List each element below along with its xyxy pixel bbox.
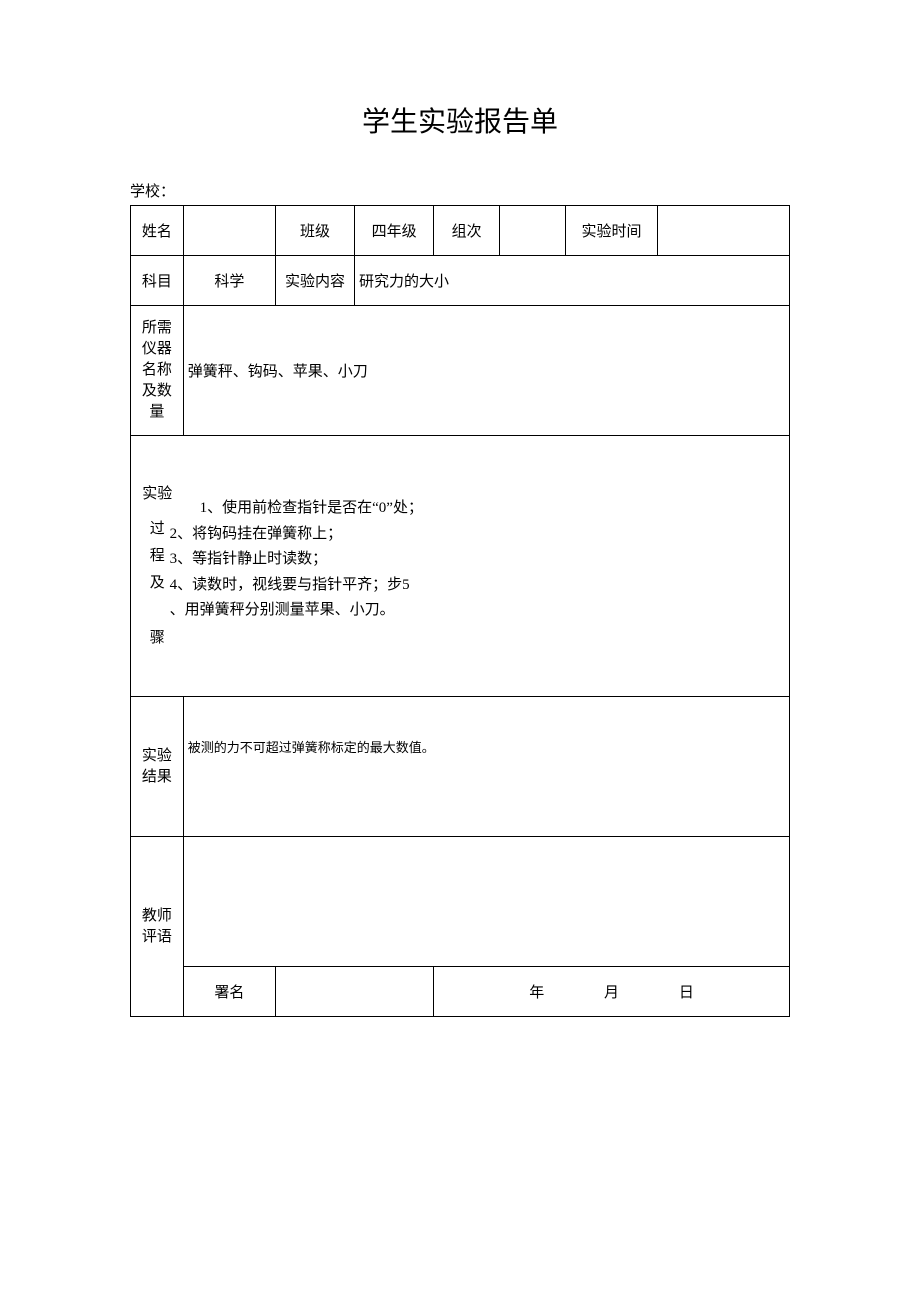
content-label: 实验内容 bbox=[275, 256, 354, 306]
procedure-line-2: 将钩码挂在弹簧称上； bbox=[192, 526, 342, 542]
procedure-label-3: 程 bbox=[150, 548, 165, 564]
page-title: 学生实验报告单 bbox=[130, 100, 790, 140]
signature-label: 署名 bbox=[183, 967, 275, 1017]
report-table: 姓名 班级 四年级 组次 实验时间 科目 科学 实验内容 研究力的大小 所需仪器… bbox=[130, 205, 790, 1017]
procedure-content: 1、使用前检查指针是否在“0”处； 2、将钩码挂在弹簧称上； 3、等指针静止时读… bbox=[184, 436, 789, 696]
date-day: 日 bbox=[679, 985, 694, 1001]
comment-label: 教师评语 bbox=[131, 837, 184, 1017]
result-label: 实验结果 bbox=[131, 697, 184, 837]
class-label: 班级 bbox=[275, 206, 354, 256]
time-value bbox=[658, 206, 790, 256]
procedure-prefix-4: 4、 bbox=[170, 577, 193, 593]
date-cell: 年 月 日 bbox=[434, 967, 790, 1017]
school-label: 学校： bbox=[130, 180, 790, 201]
procedure-label-4: 及 bbox=[150, 575, 165, 591]
date-year: 年 bbox=[529, 985, 544, 1001]
instruments-value: 弹簧秤、钩码、苹果、小刀 bbox=[183, 306, 789, 436]
procedure-line-5: 、用弹簧秤分别测量苹果、小刀。 bbox=[170, 602, 395, 618]
procedure-label-5: 骤 bbox=[150, 630, 165, 646]
instruments-label: 所需仪器名称及数量 bbox=[131, 306, 184, 436]
subject-label: 科目 bbox=[131, 256, 184, 306]
group-label: 组次 bbox=[434, 206, 500, 256]
name-value bbox=[183, 206, 275, 256]
result-value: 被测的力不可超过弹簧称标定的最大数值。 bbox=[183, 697, 789, 837]
table-row-instruments: 所需仪器名称及数量 弹簧秤、钩码、苹果、小刀 bbox=[131, 306, 790, 436]
table-row-procedure: 实验 过 程 及 骤 1、使用前检查指针是否在“0”处； 2、将钩码挂在弹簧称上… bbox=[131, 436, 790, 697]
comment-value bbox=[183, 837, 789, 967]
procedure-label-1: 实验 bbox=[142, 486, 172, 502]
signature-value bbox=[275, 967, 433, 1017]
class-value: 四年级 bbox=[355, 206, 434, 256]
date-month: 月 bbox=[604, 985, 619, 1001]
table-row-result: 实验结果 被测的力不可超过弹簧称标定的最大数值。 bbox=[131, 697, 790, 837]
procedure-line-1: 1、使用前检查指针是否在“0”处； bbox=[200, 500, 423, 516]
procedure-line-4: 读数时，视线要与指针平齐；步5 bbox=[192, 577, 410, 593]
name-label: 姓名 bbox=[131, 206, 184, 256]
subject-value: 科学 bbox=[183, 256, 275, 306]
procedure-line-3: 等指针静止时读数； bbox=[192, 551, 327, 567]
group-value bbox=[500, 206, 566, 256]
procedure-prefix-2: 2、 bbox=[170, 526, 193, 542]
content-value: 研究力的大小 bbox=[355, 256, 790, 306]
procedure-prefix-3: 3、 bbox=[170, 551, 193, 567]
time-label: 实验时间 bbox=[565, 206, 657, 256]
table-row-subject: 科目 科学 实验内容 研究力的大小 bbox=[131, 256, 790, 306]
table-row-comment: 教师评语 bbox=[131, 837, 790, 967]
table-row-signature: 署名 年 月 日 bbox=[131, 967, 790, 1017]
table-row-basic-info: 姓名 班级 四年级 组次 实验时间 bbox=[131, 206, 790, 256]
procedure-label-2: 过 bbox=[150, 521, 165, 537]
